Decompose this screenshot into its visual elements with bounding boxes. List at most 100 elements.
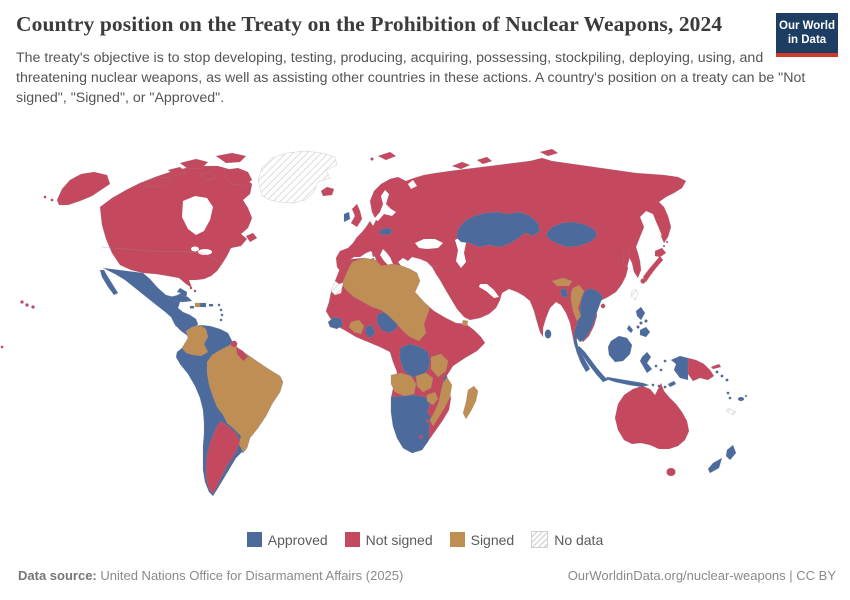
owid-logo[interactable]: Our World in Data [776,13,838,57]
legend-item-approved[interactable]: Approved [246,532,328,548]
philippine-islands [636,319,648,329]
legend-swatch-signed [449,532,465,547]
white-sea [408,180,417,189]
path-austria [377,227,393,236]
path-taiwan [630,288,639,301]
path-timor [667,380,677,388]
path-java [605,376,650,388]
path-corsica [371,251,376,258]
path-mozambique [429,376,453,427]
path-ghana [364,324,376,339]
data-source-label: Data source: [18,568,97,583]
path-new-caledonia [725,407,737,416]
path-brazil [206,342,284,453]
path-luzon [635,306,646,321]
path-new-zealand-north [725,444,737,461]
map-regions-signed[interactable] [181,257,585,453]
path-argentina [205,420,241,495]
baltic-sea [374,190,396,221]
caspian-sea [455,237,466,268]
path-southern-africa [390,394,432,454]
path-sulawesi [639,351,653,374]
owid-logo-line1: Our World [779,20,836,32]
data-source-text: United Nations Office for Disarmament Af… [96,568,404,583]
path-arctic-russia-islands [451,161,471,170]
path-north-africa-band [341,257,431,342]
solomon-islands [715,370,729,382]
path-western-sahara [330,280,344,296]
path-madagascar [462,385,479,420]
chart-header: Country position on the Treaty on the Pr… [16,10,805,108]
path-djibouti [461,319,469,327]
map-regions-no-data[interactable] [257,150,737,416]
path-nepal [551,277,573,287]
path-zimbabwe [426,391,439,406]
legend-swatch-approved [246,532,262,547]
vanuatu [726,391,732,400]
legend-label-not-signed: Not signed [365,531,433,548]
path-arctic-islands [142,176,173,188]
path-palawan [626,324,634,334]
path-angola [390,372,417,397]
us-canada-border [100,246,223,265]
path-suriname-guiana [235,346,249,362]
hudson-bay [182,196,213,235]
path-fiji [737,396,745,402]
path-sumatra [576,345,609,383]
owid-logo-line2: in Data [787,34,827,47]
path-united-kingdom [350,203,363,228]
path-kazakhstan [455,211,541,248]
legend-swatch-not-signed [344,532,360,547]
path-trinidad [230,340,238,348]
legend-item-no-data[interactable]: No data [531,531,603,548]
path-bangladesh [559,287,569,298]
black-sea [415,239,443,249]
path-cyprus [431,264,438,270]
legend-label-no-data: No data [554,531,604,548]
path-sakhalin [622,247,631,269]
data-source-note: Data source: United Nations Office for D… [18,568,403,583]
path-eswatini [426,419,430,423]
path-canada-usa [99,165,253,289]
hawaii-islands [0,300,35,349]
chart-title: Country position on the Treaty on the Pr… [16,12,723,36]
world-choropleth-map[interactable] [0,138,850,530]
path-cote-divoire [348,319,365,335]
legend-item-not-signed[interactable]: Not signed [344,531,433,548]
path-greenland [257,150,338,204]
path-mindanao [639,326,651,338]
path-jamaica [189,305,195,309]
path-alaska [56,171,111,206]
legend-label-signed: Signed [470,531,515,548]
great-lakes [198,249,212,255]
lesser-sunda-islands [651,383,667,389]
path-mongolia [545,221,598,248]
path-svalbard [377,151,397,161]
path-new-britain [710,363,722,370]
path-west-papua [670,355,689,381]
path-dr-congo [399,343,431,378]
legend-swatch-no-data [531,531,549,548]
path-kyushu [640,278,646,284]
chart-footer: Data source: United Nations Office for D… [18,568,836,583]
path-lesotho [419,435,423,439]
path-sri-lanka [544,329,552,339]
path-honshu [642,255,664,283]
path-papua-new-guinea [687,357,715,382]
path-myanmar [570,284,585,322]
path-hokkaido [654,247,667,258]
legend-item-signed[interactable]: Signed [449,531,515,548]
path-new-zealand-south [707,457,723,474]
bahamas [189,286,197,293]
sea-of-okhotsk [643,215,662,236]
path-dominican-republic [199,302,207,308]
map-regions-not-signed[interactable] [0,148,722,477]
persian-gulf [479,284,499,298]
map-overlays-not-signed[interactable] [189,286,606,495]
footer-link[interactable]: OurWorldinData.org/nuclear-weapons | CC … [567,568,836,583]
path-guinea [327,316,344,330]
chart-subtitle: The treaty's objective is to stop develo… [16,49,806,107]
path-borneo [607,335,633,363]
path-ireland [343,211,351,223]
path-puerto-rico [208,303,214,307]
